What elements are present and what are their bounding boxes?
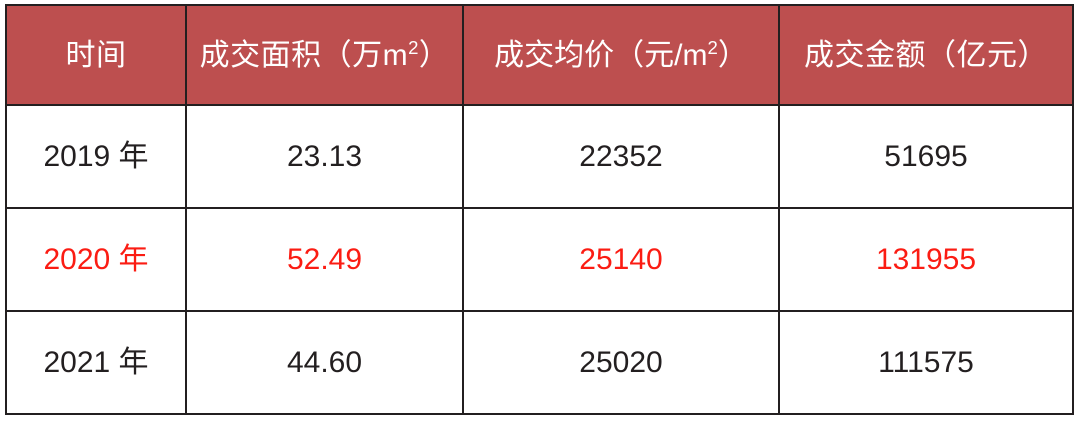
header-cell-area: 成交面积（万m2） [185, 4, 464, 106]
header-label-area: 成交面积（万m2） [199, 36, 450, 72]
table-row-highlighted: 2020 年 52.49 25140 131955 [5, 207, 1074, 312]
superscript-avg-price: 2 [707, 36, 718, 58]
cell-value: 44.60 [286, 346, 363, 379]
cell-area: 52.49 [185, 207, 464, 312]
superscript-area: 2 [408, 36, 419, 58]
header-label-avg-price: 成交均价（元/m2） [494, 36, 748, 72]
cell-amount: 51695 [778, 104, 1074, 209]
cell-amount: 111575 [778, 310, 1074, 415]
cell-value: 51695 [884, 140, 968, 173]
table-container: 时间 成交面积（万m2） 成交均价（元/m2） 成交金额（亿元） 2019 年 … [5, 4, 1074, 415]
cell-value: 52.49 [286, 243, 363, 276]
header-cell-amount: 成交金额（亿元） [778, 4, 1074, 106]
header-label-amount: 成交金额（亿元） [804, 38, 1048, 72]
header-label-time: 时间 [65, 38, 127, 72]
cell-value: 25020 [579, 346, 663, 379]
cell-value: 25140 [579, 243, 663, 276]
header-cell-avg-price: 成交均价（元/m2） [462, 4, 780, 106]
cell-value: 23.13 [286, 140, 363, 173]
cell-area: 23.13 [185, 104, 464, 209]
table-row: 2021 年 44.60 25020 111575 [5, 310, 1074, 415]
cell-value: 2019 年 [43, 140, 149, 173]
cell-time: 2019 年 [5, 104, 187, 209]
cell-time: 2020 年 [5, 207, 187, 312]
transaction-summary-table: 时间 成交面积（万m2） 成交均价（元/m2） 成交金额（亿元） 2019 年 … [5, 4, 1074, 415]
header-row: 时间 成交面积（万m2） 成交均价（元/m2） 成交金额（亿元） [5, 4, 1074, 106]
cell-avg-price: 22352 [462, 104, 780, 209]
cell-amount: 131955 [778, 207, 1074, 312]
cell-value: 2020 年 [43, 243, 149, 276]
table-body: 2019 年 23.13 22352 51695 2020 年 52.49 25… [5, 104, 1074, 415]
cell-avg-price: 25020 [462, 310, 780, 415]
cell-value: 22352 [579, 140, 663, 173]
cell-value: 111575 [878, 346, 974, 379]
cell-value: 131955 [875, 243, 977, 276]
table-header: 时间 成交面积（万m2） 成交均价（元/m2） 成交金额（亿元） [5, 4, 1074, 106]
cell-value: 2021 年 [43, 346, 149, 379]
cell-time: 2021 年 [5, 310, 187, 415]
cell-area: 44.60 [185, 310, 464, 415]
cell-avg-price: 25140 [462, 207, 780, 312]
table-row: 2019 年 23.13 22352 51695 [5, 104, 1074, 209]
header-cell-time: 时间 [5, 4, 187, 106]
